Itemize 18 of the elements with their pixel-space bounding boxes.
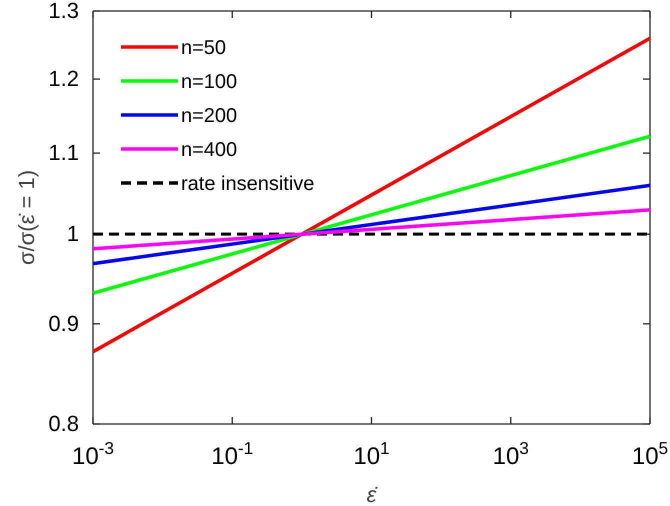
y-tick-label: 0.9 bbox=[48, 310, 79, 336]
legend-label: n=400 bbox=[181, 139, 238, 161]
y-tick-label: 1.3 bbox=[48, 0, 79, 24]
legend-label: n=200 bbox=[181, 105, 238, 127]
y-tick-label: 1.2 bbox=[48, 66, 79, 92]
x-tick-label: 10$^{3}$ bbox=[492, 438, 529, 470]
legend-label: n=100 bbox=[181, 71, 238, 93]
x-tick-label: 10$^{1}$ bbox=[353, 438, 390, 470]
legend-label: rate insensitive bbox=[181, 173, 314, 195]
y-tick-label: 0.8 bbox=[48, 411, 79, 436]
x-tick-label: 10$^{-1}$ bbox=[211, 438, 254, 470]
y-tick-label: 1 bbox=[66, 221, 79, 246]
legend-label: n=50 bbox=[181, 37, 226, 59]
x-tick-label: 10$^{-3}$ bbox=[72, 438, 114, 470]
y-tick-label: 1.1 bbox=[48, 140, 79, 166]
y-axis-title: σ/σ(ε̇ = 1) bbox=[14, 170, 39, 266]
x-axis-title: ε̇ bbox=[366, 482, 378, 506]
x-tick-label: 10$^{5}$ bbox=[632, 438, 668, 470]
